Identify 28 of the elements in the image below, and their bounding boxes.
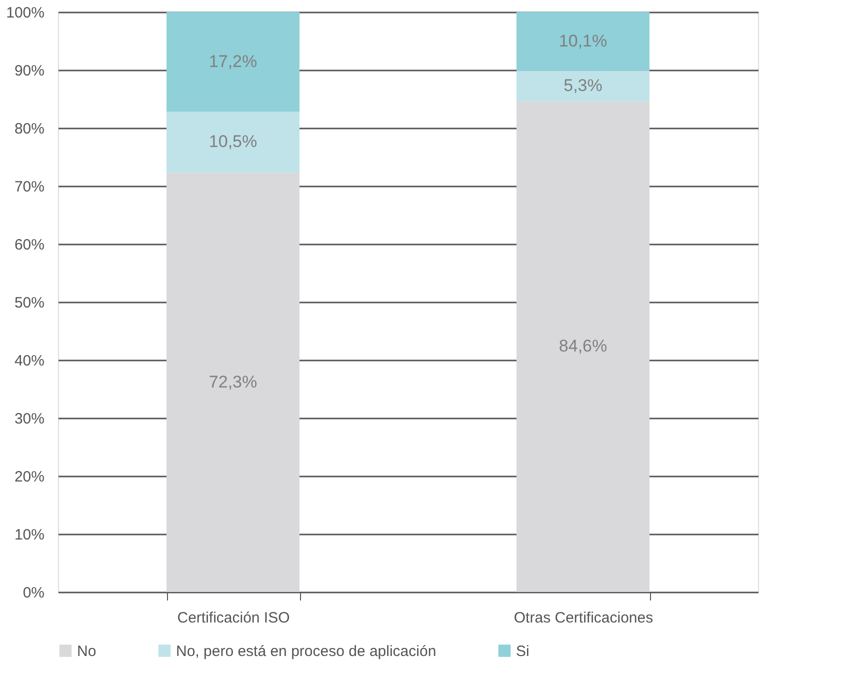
y-tick-label: 40% [14, 352, 44, 370]
legend-label: No [77, 642, 96, 660]
y-tick-label: 20% [14, 468, 44, 486]
x-tick-label: Certificación ISO [177, 610, 290, 626]
bar [166, 12, 300, 112]
y-tick-label: 80% [14, 120, 44, 138]
y-tick-label: 0% [22, 584, 44, 602]
legend-label: No, pero está en proceso de aplicación [176, 642, 436, 660]
y-tick-label: 10% [14, 526, 44, 544]
data-label: 72,3% [208, 372, 258, 392]
y-tick-label: 100% [6, 4, 44, 22]
data-label: 17,2% [208, 52, 258, 71]
x-tick-label: Otras Certificaciones [514, 610, 654, 626]
bar [166, 112, 300, 173]
y-tick-label: 90% [14, 62, 44, 80]
y-tick-label: 50% [14, 294, 44, 312]
bar [516, 101, 650, 592]
bar [516, 70, 650, 102]
legend-label: Si [516, 642, 530, 660]
data-label: 84,6% [558, 336, 608, 356]
bar [516, 12, 650, 71]
data-label: 5,3% [564, 76, 602, 95]
y-tick-label: 30% [14, 410, 44, 428]
bar [166, 172, 300, 592]
data-label: 10,5% [208, 132, 258, 152]
y-tick-label: 60% [14, 236, 44, 254]
y-tick-label: 70% [14, 178, 44, 196]
data-label: 10,1% [558, 31, 608, 50]
